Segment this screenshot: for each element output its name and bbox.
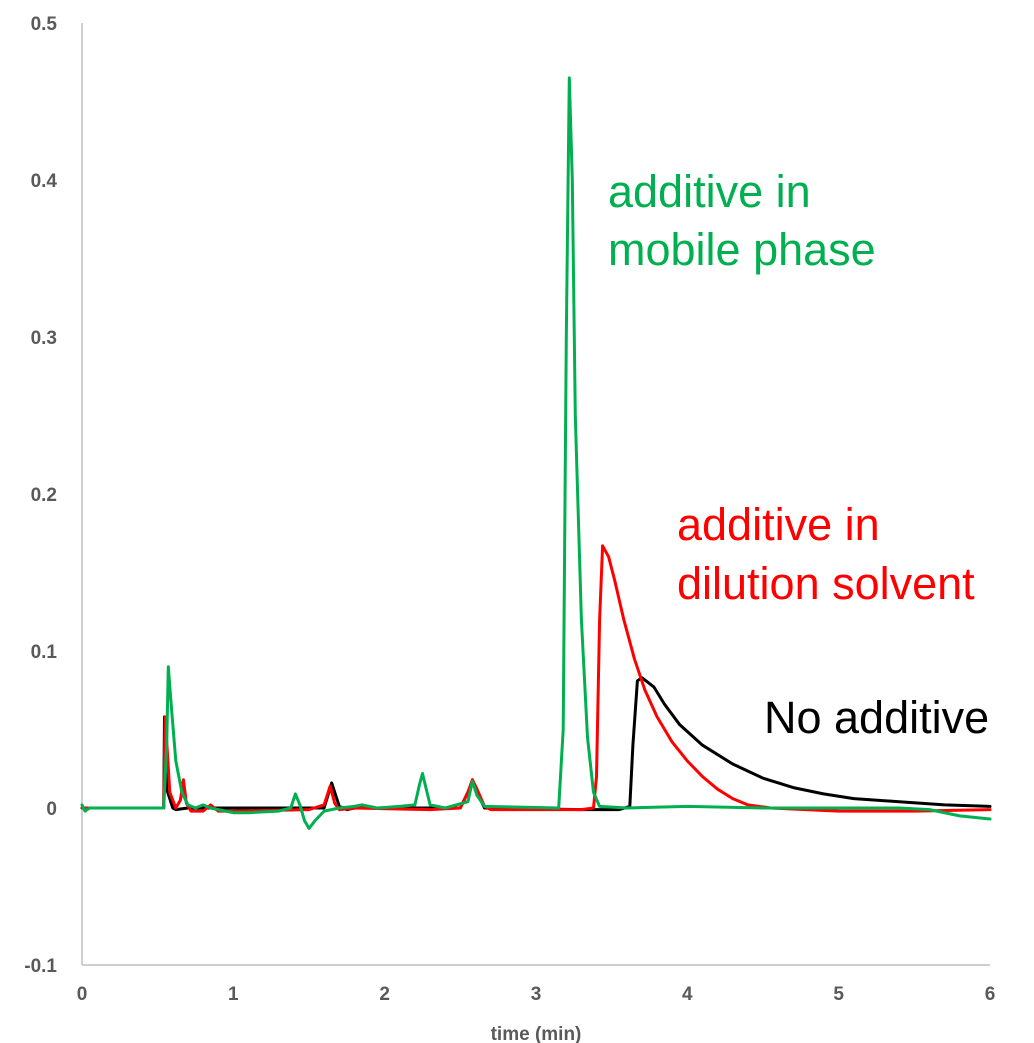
- y-tick-label: 0.3: [31, 328, 57, 349]
- x-tick-label: 0: [77, 984, 88, 1005]
- annotation-dilution-line1: additive in: [677, 499, 880, 550]
- y-tick-label: 0.4: [31, 171, 58, 192]
- annotation-mobile-phase-line2: mobile phase: [608, 224, 876, 275]
- x-tick-label: 4: [682, 984, 693, 1005]
- annotations: additive in mobile phase additive in dil…: [608, 166, 989, 743]
- y-tick-label: 0.1: [31, 642, 58, 663]
- x-axis-title: time (min): [491, 1024, 582, 1043]
- x-tick-label: 3: [531, 984, 542, 1005]
- series-line-2: [80, 76, 992, 830]
- y-tick-label: -0.1: [24, 956, 57, 977]
- annotation-dilution-line2: dilution solvent: [677, 558, 975, 609]
- series-lines: [80, 76, 992, 830]
- axes: [81, 23, 990, 966]
- x-tick-label: 6: [985, 984, 996, 1005]
- x-tick-label: 1: [228, 984, 239, 1005]
- series-line-1: [80, 544, 992, 813]
- y-tick-label: 0: [46, 799, 57, 820]
- x-tick-label: 5: [833, 984, 844, 1005]
- annotation-mobile-phase-line1: additive in: [608, 166, 811, 217]
- tick-labels: 0 1 2 3 4 5 6 -0.1 0 0.1 0.2 0.3 0.4 0.5: [24, 14, 995, 1005]
- y-tick-label: 0.2: [31, 485, 57, 506]
- y-tick-label: 0.5: [31, 14, 58, 35]
- annotation-no-additive: No additive: [764, 692, 989, 743]
- x-tick-label: 2: [379, 984, 390, 1005]
